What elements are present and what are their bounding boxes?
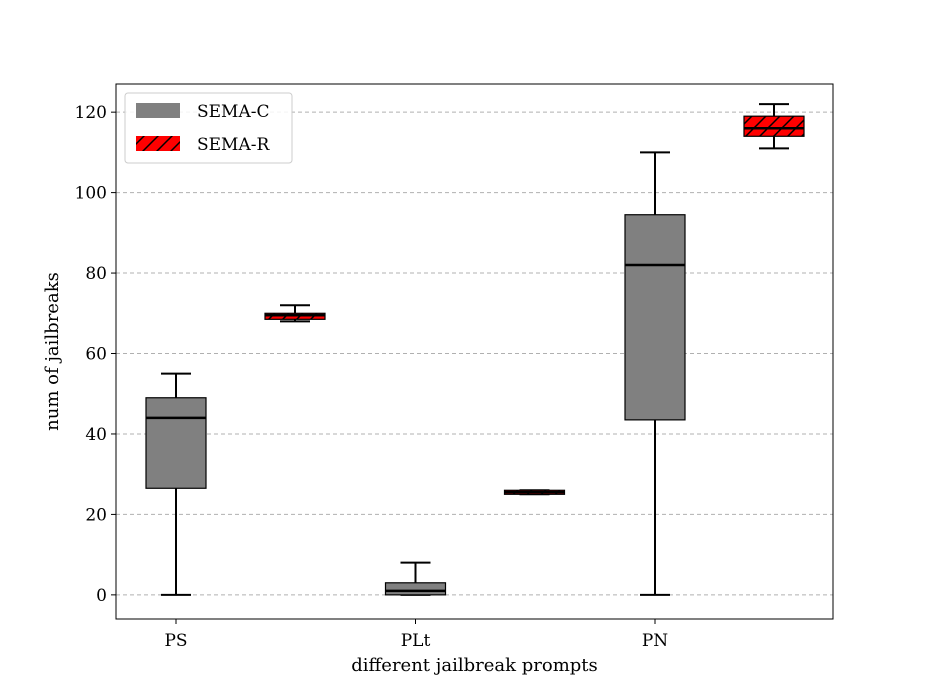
y-axis-label: num of jailbreaks (42, 272, 63, 431)
box-body-sema-c-pn (624, 214, 686, 421)
x-tick-label-pn: PN (642, 631, 668, 651)
box-body-sema-c-plt (384, 582, 447, 596)
x-tick-label-plt: PLt (401, 631, 431, 651)
y-tick-label-20: 20 (85, 505, 107, 525)
x-tick-label-ps: PS (164, 631, 187, 651)
box-sema-c-ps (145, 372, 207, 596)
box-sema-r-ps (264, 304, 326, 323)
y-tick-label-100: 100 (75, 184, 107, 204)
y-tick-label-0: 0 (96, 586, 107, 606)
box-sema-c-pn (624, 151, 686, 596)
legend-label-sema-c: SEMA-C (197, 102, 270, 122)
y-tick-label-60: 60 (85, 345, 107, 365)
x-axis-ticks: PS PLt PN (164, 619, 668, 651)
box-plots (145, 103, 805, 596)
legend: SEMA-C SEMA-R (124, 92, 293, 164)
box-sema-r-plt (503, 489, 566, 496)
x-axis-label: different jailbreak prompts (351, 655, 598, 676)
box-sema-r-pn (743, 103, 805, 150)
box-body-sema-c-ps (145, 397, 207, 489)
box-sema-c-plt (384, 561, 447, 596)
legend-label-sema-r: SEMA-R (197, 135, 270, 155)
y-tick-label-80: 80 (85, 264, 107, 284)
plot-frame (115, 83, 834, 620)
legend-swatch-sema-c (136, 103, 180, 118)
y-tick-label-120: 120 (75, 103, 107, 123)
plot-background (116, 84, 833, 619)
y-axis-ticks: 0 20 40 60 80 100 120 (75, 103, 116, 606)
y-tick-label-40: 40 (85, 425, 107, 445)
box-hatch-sema-r-pn (744, 116, 804, 137)
legend-swatch-sema-r-hatch (136, 136, 180, 151)
